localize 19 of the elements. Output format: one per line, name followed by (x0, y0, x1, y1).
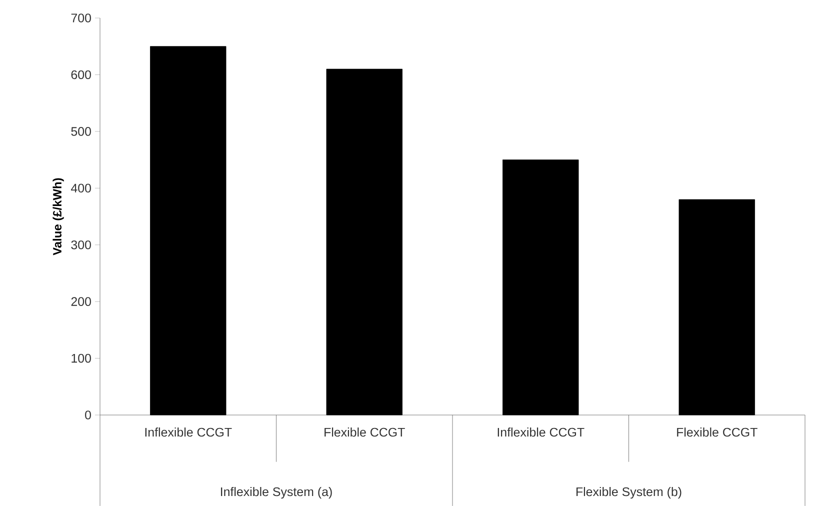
y-tick-label: 700 (71, 14, 91, 22)
x-tick-label: Flexible CCGT (324, 428, 405, 437)
bar (326, 68, 402, 416)
y-tick-label: 400 (70, 184, 91, 193)
text: Inflexible System (a) (221, 487, 332, 499)
y-tick-label: 600 (71, 70, 91, 80)
y-tick-label: 100 (72, 354, 91, 363)
bar (502, 160, 579, 416)
y-tick-label: 0 (85, 410, 91, 420)
bar (150, 46, 226, 416)
bar (678, 199, 755, 416)
x-tick-label: Flexible CCGT (677, 428, 758, 437)
y-tick-label: 300 (71, 240, 91, 250)
x-tick-label: Inflexible CCGT (498, 428, 584, 437)
y-tick-label: 200 (71, 297, 91, 306)
y-axis-title: Value (£/kWh) (52, 178, 64, 256)
y-tick-label: 500 (71, 127, 91, 136)
x-tick-label: Inflexible CCGT (145, 428, 232, 437)
text: Flexible System (b) (576, 487, 682, 499)
